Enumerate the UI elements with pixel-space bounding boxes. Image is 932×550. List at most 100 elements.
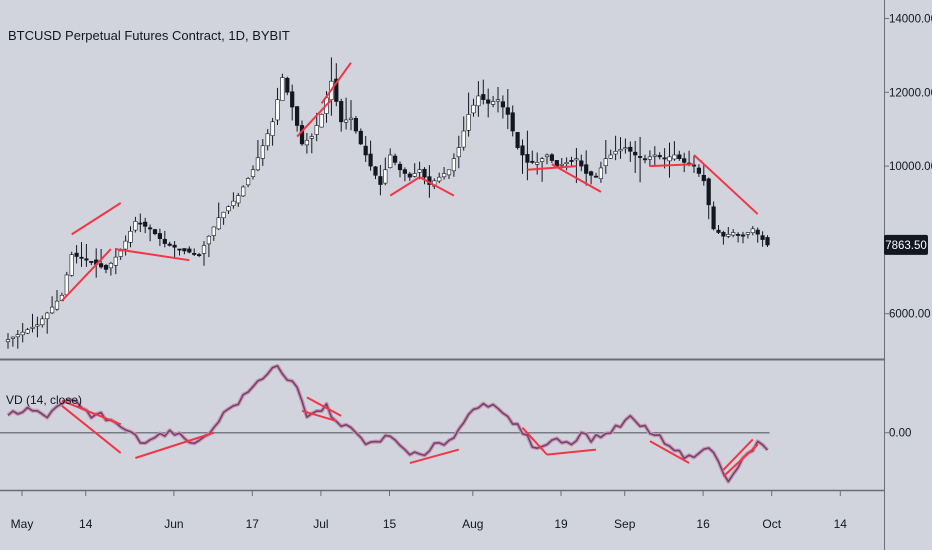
candle[interactable] <box>255 140 261 172</box>
candle[interactable] <box>593 172 599 178</box>
candle[interactable] <box>40 315 45 328</box>
candle[interactable] <box>10 336 16 347</box>
candle[interactable] <box>108 261 113 276</box>
candle[interactable] <box>89 261 94 266</box>
candle[interactable] <box>740 231 746 244</box>
candle[interactable] <box>706 177 711 220</box>
candle[interactable] <box>221 211 226 225</box>
candle[interactable] <box>103 263 109 274</box>
candle[interactable] <box>148 224 153 242</box>
candle[interactable] <box>20 322 25 343</box>
candle[interactable] <box>481 79 486 105</box>
candle[interactable] <box>270 117 275 146</box>
candle[interactable] <box>378 164 383 196</box>
candle[interactable] <box>192 248 197 256</box>
candle[interactable] <box>241 185 246 198</box>
candle[interactable] <box>642 154 648 164</box>
candle[interactable] <box>422 167 427 185</box>
candle[interactable] <box>250 165 256 180</box>
indicator-trendline[interactable] <box>722 438 754 471</box>
candle[interactable] <box>520 139 525 174</box>
candle[interactable] <box>69 251 74 277</box>
price-trendline[interactable] <box>527 165 577 171</box>
candle[interactable] <box>172 241 177 259</box>
candle[interactable] <box>735 232 741 243</box>
candle[interactable] <box>530 150 535 164</box>
candle[interactable] <box>231 192 236 209</box>
candle[interactable] <box>236 192 241 207</box>
candle[interactable] <box>716 224 721 234</box>
candle[interactable] <box>672 141 677 161</box>
candle[interactable] <box>466 92 471 137</box>
price-trendline[interactable] <box>419 176 455 197</box>
candle[interactable] <box>490 96 496 108</box>
candle[interactable] <box>569 156 574 167</box>
candle[interactable] <box>74 245 79 264</box>
candle[interactable] <box>637 136 643 183</box>
time-axis[interactable]: May 14 Jun 17 Jul 15 Aug 19 Sep 16 Oct 14 <box>11 491 848 531</box>
candle[interactable] <box>628 141 633 162</box>
candle[interactable] <box>500 95 506 119</box>
candle[interactable] <box>216 202 221 231</box>
candle[interactable] <box>388 148 393 169</box>
candle[interactable] <box>608 149 613 159</box>
candle[interactable] <box>343 97 349 130</box>
price-axis[interactable]: 14000.00 12000.00 10000.00 6000.00 0.00 <box>884 13 932 440</box>
candle[interactable] <box>113 248 118 275</box>
candle[interactable] <box>157 228 163 247</box>
price-trendline[interactable] <box>389 176 421 197</box>
candle[interactable] <box>441 167 447 180</box>
candle[interactable] <box>407 171 412 181</box>
candle[interactable] <box>437 172 442 184</box>
candle[interactable] <box>133 216 138 233</box>
candle[interactable] <box>461 116 466 151</box>
candle[interactable] <box>30 313 35 333</box>
candle[interactable] <box>515 131 520 150</box>
price-trendline[interactable] <box>551 163 602 193</box>
candle[interactable] <box>319 113 324 128</box>
candle[interactable] <box>564 157 569 171</box>
candle[interactable] <box>397 161 403 178</box>
candle[interactable] <box>309 133 314 154</box>
candle[interactable] <box>187 246 192 254</box>
candle[interactable] <box>579 154 584 172</box>
candle[interactable] <box>667 142 672 178</box>
indicator-trendline[interactable] <box>409 448 460 465</box>
candle[interactable] <box>290 84 295 121</box>
candle[interactable] <box>647 150 652 167</box>
candle[interactable] <box>265 129 270 151</box>
candle[interactable] <box>167 241 172 247</box>
candle[interactable] <box>79 242 84 267</box>
candle[interactable] <box>584 150 589 186</box>
candle[interactable] <box>197 252 202 258</box>
candle[interactable] <box>544 153 550 165</box>
candle[interactable] <box>755 227 760 243</box>
candle[interactable] <box>339 98 344 132</box>
candle[interactable] <box>633 140 638 173</box>
candle[interactable] <box>731 229 736 238</box>
candle[interactable] <box>25 327 30 335</box>
candle[interactable] <box>652 146 657 166</box>
candle[interactable] <box>84 243 89 267</box>
candle[interactable] <box>162 230 167 248</box>
candle[interactable] <box>486 88 491 118</box>
candle[interactable] <box>373 165 378 180</box>
price-trendline[interactable] <box>296 98 333 138</box>
candle[interactable] <box>138 213 143 232</box>
candle[interactable] <box>275 87 280 125</box>
candle[interactable] <box>35 316 40 338</box>
candle[interactable] <box>721 230 726 245</box>
candle[interactable] <box>510 105 515 137</box>
candle[interactable] <box>476 81 481 117</box>
indicator-trendline[interactable] <box>722 443 759 478</box>
candle[interactable] <box>677 150 682 161</box>
candle[interactable] <box>226 205 231 214</box>
candle[interactable] <box>657 152 662 160</box>
candle[interactable] <box>294 105 300 132</box>
candle[interactable] <box>760 231 765 247</box>
indicator-line[interactable] <box>7 365 769 483</box>
candle[interactable] <box>588 170 594 185</box>
candle[interactable] <box>128 226 133 248</box>
candle[interactable] <box>451 153 457 177</box>
candle[interactable] <box>603 140 608 174</box>
